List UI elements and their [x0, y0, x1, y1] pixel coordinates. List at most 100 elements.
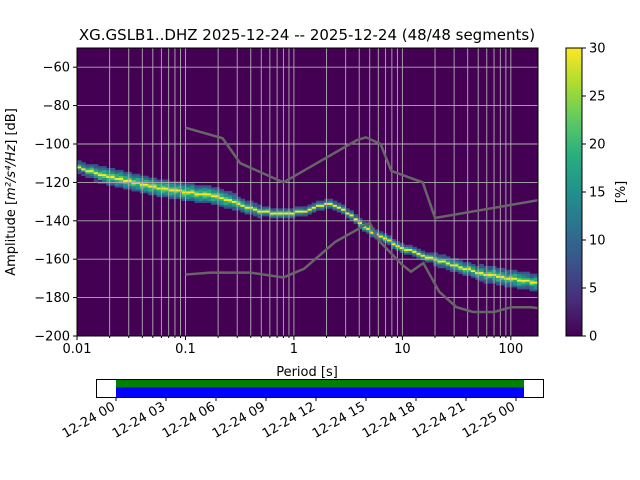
- histogram-cell: [194, 185, 199, 188]
- histogram-cell: [165, 185, 170, 188]
- x-tick-label: 0.1: [175, 342, 196, 357]
- histogram-cell: [475, 275, 480, 278]
- histogram-cell: [232, 204, 237, 207]
- histogram-cell: [525, 285, 531, 288]
- histogram-cell: [496, 281, 501, 284]
- histogram-cell: [269, 212, 275, 215]
- histogram-cell: [177, 189, 183, 192]
- histogram-cell: [232, 198, 237, 202]
- histogram-cell: [97, 177, 103, 180]
- histogram-cell: [190, 194, 195, 198]
- histogram-cell: [458, 264, 463, 267]
- histogram-cell: [257, 208, 262, 211]
- histogram-cell: [114, 185, 120, 188]
- histogram-cell: [479, 279, 484, 282]
- histogram-cell: [496, 283, 501, 286]
- histogram-cell: [429, 252, 434, 255]
- histogram-cell: [336, 204, 342, 207]
- histogram-cell: [341, 210, 346, 213]
- histogram-cell: [441, 256, 447, 259]
- histogram-cell: [391, 239, 396, 242]
- histogram-cell: [391, 242, 396, 246]
- histogram-cell: [416, 248, 422, 251]
- histogram-cell: [311, 204, 317, 207]
- histogram-cell: [378, 239, 384, 242]
- histogram-cell: [408, 246, 413, 250]
- histogram-cell: [93, 168, 99, 171]
- histogram-cell: [445, 262, 451, 265]
- histogram-cell: [470, 269, 476, 273]
- y-tick-label: −100: [34, 138, 70, 153]
- histogram-cell: [307, 206, 313, 209]
- histogram-cell: [483, 271, 489, 274]
- histogram-cell: [114, 179, 120, 182]
- histogram-cell: [303, 212, 308, 215]
- histogram-cell: [320, 204, 325, 207]
- histogram-cell: [408, 252, 413, 255]
- histogram-cell: [194, 187, 199, 190]
- histogram-cell: [328, 206, 334, 209]
- histogram-cell: [311, 202, 317, 205]
- histogram-cell: [93, 169, 99, 173]
- histogram-cell: [219, 202, 225, 205]
- histogram-cell: [135, 189, 141, 192]
- histogram-cell: [114, 173, 120, 177]
- histogram-cell: [332, 208, 338, 211]
- chart-title: XG.GSLB1..DHZ 2025-12-24 -- 2025-12-24 (…: [79, 26, 535, 44]
- histogram-cell: [307, 204, 313, 207]
- histogram-cell: [504, 273, 510, 276]
- histogram-cell: [483, 273, 489, 276]
- histogram-cell: [85, 166, 90, 169]
- histogram-cell: [269, 208, 275, 211]
- histogram-cell: [441, 265, 447, 269]
- colorbar-tick-label: 0: [589, 330, 597, 345]
- histogram-cell: [110, 177, 116, 180]
- histogram-cell: [307, 212, 313, 215]
- histogram-cell: [148, 192, 153, 196]
- histogram-cell: [185, 196, 191, 200]
- histogram-cell: [152, 189, 158, 192]
- histogram-cell: [479, 277, 484, 280]
- histogram-cell: [160, 191, 166, 194]
- histogram-cell: [265, 210, 271, 213]
- histogram-cell: [303, 214, 308, 217]
- histogram-cell: [110, 173, 116, 177]
- histogram-cell: [349, 210, 354, 213]
- histogram-cell: [416, 252, 422, 255]
- histogram-cell: [257, 214, 262, 217]
- histogram-cell: [299, 212, 304, 215]
- histogram-cell: [152, 187, 158, 190]
- histogram-cell: [131, 173, 137, 177]
- histogram-cell: [257, 204, 262, 207]
- histogram-cell: [512, 271, 518, 274]
- histogram-cell: [273, 214, 279, 217]
- histogram-cell: [261, 212, 266, 215]
- histogram-cell: [202, 185, 208, 188]
- histogram-cell: [391, 240, 396, 244]
- histogram-cell: [232, 200, 237, 203]
- histogram-cell: [529, 281, 535, 284]
- histogram-cell: [118, 185, 124, 188]
- histogram-cell: [236, 200, 241, 203]
- histogram-cell: [240, 200, 246, 203]
- histogram-cell: [512, 285, 518, 288]
- histogram-cell: [123, 177, 128, 180]
- histogram-cell: [127, 185, 132, 188]
- histogram-cell: [190, 198, 195, 202]
- histogram-cell: [106, 175, 111, 178]
- histogram-cell: [77, 166, 82, 169]
- histogram-cell: [458, 262, 463, 265]
- histogram-cell: [420, 252, 426, 255]
- histogram-cell: [282, 214, 287, 217]
- histogram-cell: [370, 235, 375, 238]
- histogram-cell: [215, 187, 220, 190]
- histogram-cell: [336, 206, 342, 209]
- histogram-cell: [244, 210, 250, 213]
- histogram-cell: [131, 189, 137, 192]
- y-tick-label: −180: [34, 291, 70, 306]
- histogram-cell: [521, 287, 526, 290]
- time-tick-label: 12-24 06: [160, 399, 218, 441]
- histogram-cell: [366, 227, 371, 230]
- histogram-cell: [273, 208, 279, 211]
